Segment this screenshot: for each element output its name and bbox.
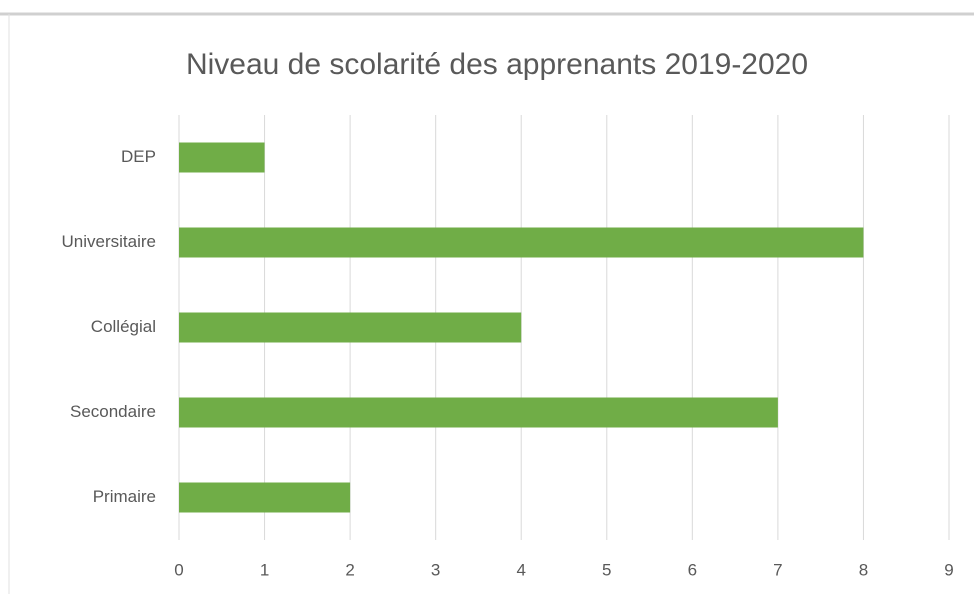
bar	[179, 397, 778, 428]
x-tick-label: 1	[260, 560, 269, 579]
y-tick-label: Universitaire	[62, 232, 156, 251]
x-tick-label: 6	[688, 560, 697, 579]
chart-title: Niveau de scolarité des apprenants 2019-…	[186, 48, 808, 81]
bar	[179, 142, 265, 173]
bar	[179, 227, 864, 258]
x-tick-label: 9	[944, 560, 953, 579]
bar	[179, 482, 351, 513]
y-tick-label: Secondaire	[70, 402, 156, 421]
x-tick-label: 0	[174, 560, 183, 579]
y-tick-label: DEP	[121, 147, 156, 166]
x-tick-label: 5	[602, 560, 611, 579]
x-tick-label: 4	[516, 560, 525, 579]
x-tick-label: 2	[345, 560, 354, 579]
y-tick-label: Primaire	[93, 487, 156, 506]
bar	[179, 312, 522, 343]
x-tick-label: 3	[431, 560, 440, 579]
y-tick-label: Collégial	[91, 317, 156, 336]
x-tick-label: 8	[859, 560, 868, 579]
x-tick-label: 7	[773, 560, 782, 579]
